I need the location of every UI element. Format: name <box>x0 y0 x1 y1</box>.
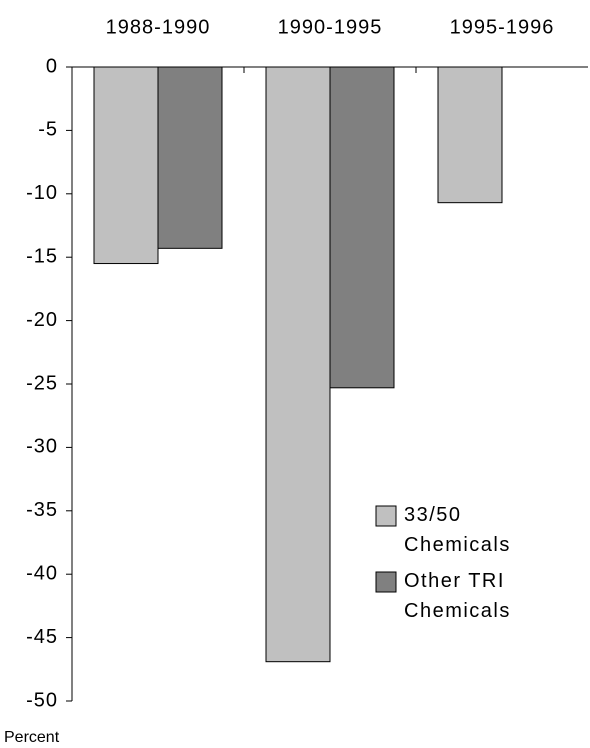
x-tick-label: 1995-1996 <box>450 16 555 38</box>
legend-swatch <box>375 571 397 593</box>
x-tick-label: 1988-1990 <box>106 16 211 38</box>
y-tick-label: -30 <box>26 436 58 458</box>
y-tick-label: -10 <box>26 182 58 204</box>
y-tick-label: 0 <box>46 55 58 77</box>
x-tick-label: 1990-1995 <box>278 16 383 38</box>
y-tick-label: -50 <box>26 689 58 711</box>
bar <box>437 66 503 204</box>
legend-swatch <box>375 505 397 527</box>
y-tick-label: -35 <box>26 499 58 521</box>
legend-label: Other TRI Chemicals <box>404 570 511 622</box>
y-tick-label: -40 <box>26 562 58 584</box>
legend-label: 33/50 Chemicals <box>404 504 511 556</box>
bar <box>157 66 223 249</box>
bar <box>93 66 159 265</box>
y-tick-label: -5 <box>38 119 58 141</box>
bar <box>265 66 331 663</box>
y-axis-label: Percent <box>4 729 60 746</box>
y-tick-label: -45 <box>26 626 58 648</box>
y-tick-label: -15 <box>26 245 58 267</box>
bar <box>329 66 395 389</box>
y-tick-label: -25 <box>26 372 58 394</box>
y-tick-label: -20 <box>26 309 58 331</box>
